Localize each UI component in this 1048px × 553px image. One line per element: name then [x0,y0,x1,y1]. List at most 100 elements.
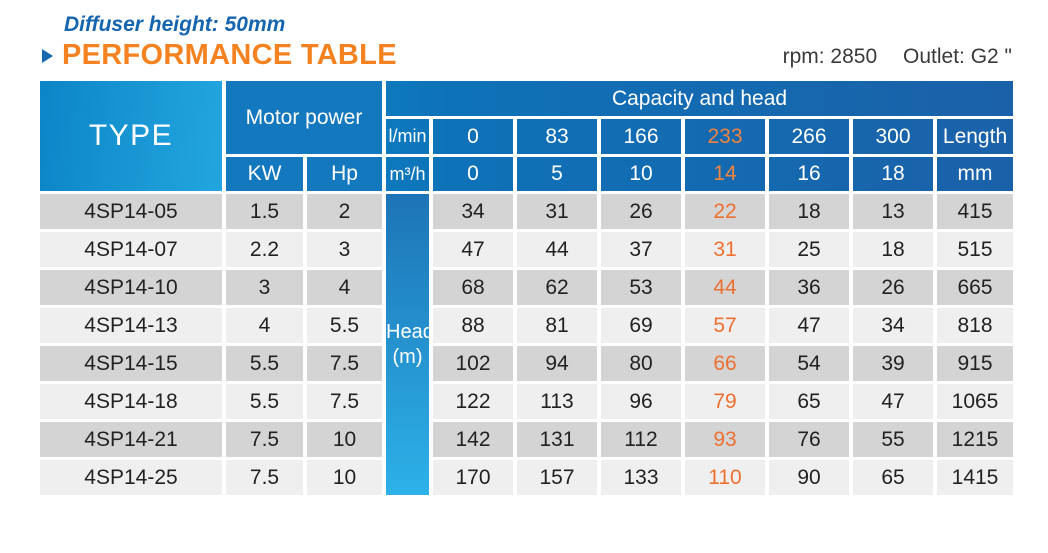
head-value-cell: 157 [517,460,601,498]
pump-type-cell: 4SP14-10 [40,270,226,308]
flow-lmin-4: 266 [769,119,853,157]
length-cell: 415 [937,194,1014,232]
head-value-cell: 13 [853,194,937,232]
flow-lmin-5: 300 [853,119,937,157]
head-value-cell: 22 [685,194,769,232]
head-value-cell: 18 [769,194,853,232]
outlet-value: Outlet: G2 " [903,44,1012,68]
flow-lmin-1: 83 [517,119,601,157]
hp-cell: 2 [307,194,386,232]
kw-cell: 4 [226,308,307,346]
length-cell: 915 [937,346,1014,384]
head-value-cell: 39 [853,346,937,384]
page-title: PERFORMANCE TABLE [62,39,397,71]
head-value-cell: 122 [433,384,517,422]
head-value-cell: 54 [769,346,853,384]
kw-cell: 5.5 [226,384,307,422]
performance-table: TYPE Motor power Capacity and head l/min… [40,81,1014,498]
head-value-cell: 37 [601,232,685,270]
hp-cell: 3 [307,232,386,270]
flow-lmin-2: 166 [601,119,685,157]
head-value-cell: 36 [769,270,853,308]
spec-line: rpm: 2850 Outlet: G2 " [783,45,1012,69]
length-cell: 515 [937,232,1014,270]
rpm-value: rpm: 2850 [782,44,878,68]
head-value-cell: 62 [517,270,601,308]
m3h-unit-label: m³/h [386,157,433,194]
flow-m3h-0: 0 [433,157,517,194]
head-value-cell: 90 [769,460,853,498]
head-value-cell: 47 [433,232,517,270]
kw-cell: 1.5 [226,194,307,232]
hp-header: Hp [307,157,386,194]
table-row: 4SP14-18 5.5 7.5 122 113 96 79 65 47 106… [40,384,1014,422]
hp-cell: 10 [307,422,386,460]
flow-m3h-5: 18 [853,157,937,194]
head-value-cell: 142 [433,422,517,460]
length-header: Length [937,119,1014,157]
flow-m3h-1: 5 [517,157,601,194]
head-value-cell: 66 [685,346,769,384]
flow-lmin-3-highlight: 233 [685,119,769,157]
head-value-cell: 88 [433,308,517,346]
head-value-cell: 26 [853,270,937,308]
capacity-and-head-header: Capacity and head [386,81,1014,119]
table-header: TYPE Motor power Capacity and head l/min… [40,81,1014,194]
head-value-cell: 18 [853,232,937,270]
head-value-cell: 65 [769,384,853,422]
head-value-cell: 113 [517,384,601,422]
head-value-cell: 94 [517,346,601,384]
type-column-header: TYPE [40,81,226,194]
head-value-cell: 69 [601,308,685,346]
head-value-cell: 80 [601,346,685,384]
head-value-cell: 170 [433,460,517,498]
table-row: 4SP14-05 1.5 2 Head (m) 34 31 26 22 18 13 … [40,194,1014,498]
table-row: 4SP14-13 4 5.5 88 81 69 57 47 34 818 [40,308,1014,346]
pump-type-cell: 4SP14-07 [40,232,226,270]
mm-header: mm [937,157,1014,194]
head-value-cell: 55 [853,422,937,460]
head-value-cell: 25 [769,232,853,270]
table-row: 4SP14-25 7.5 10 170 157 133 110 90 65 14… [40,460,1014,498]
kw-cell: 7.5 [226,422,307,460]
head-label-line: Head [386,320,433,343]
head-value-cell: 93 [685,422,769,460]
hp-cell: 10 [307,460,386,498]
length-cell: 1065 [937,384,1014,422]
head-value-cell: 96 [601,384,685,422]
length-cell: 818 [937,308,1014,346]
table-row: 4SP14-21 7.5 10 142 131 112 93 76 55 121… [40,422,1014,460]
head-value-cell: 31 [517,194,601,232]
head-value-cell: 34 [853,308,937,346]
head-value-cell: 81 [517,308,601,346]
length-cell: 665 [937,270,1014,308]
head-label-line: (m) [392,345,423,368]
flow-m3h-2: 10 [601,157,685,194]
flow-m3h-3-highlight: 14 [685,157,769,194]
kw-cell: 3 [226,270,307,308]
title-row: PERFORMANCE TABLE rpm: 2850 Outlet: G2 " [42,39,1012,72]
length-cell: 1415 [937,460,1014,498]
head-value-cell: 102 [433,346,517,384]
head-value-cell: 44 [517,232,601,270]
head-value-cell: 44 [685,270,769,308]
head-value-cell: 57 [685,308,769,346]
head-value-cell: 131 [517,422,601,460]
table-row: 4SP14-15 5.5 7.5 102 94 80 66 54 39 915 [40,346,1014,384]
flow-lmin-0: 0 [433,119,517,157]
head-value-cell: 133 [601,460,685,498]
head-value-cell: 79 [685,384,769,422]
head-value-cell: 47 [769,308,853,346]
hp-cell: 7.5 [307,384,386,422]
head-value-cell: 34 [433,194,517,232]
head-value-cell: 31 [685,232,769,270]
head-value-cell: 68 [433,270,517,308]
head-value-cell: 65 [853,460,937,498]
pump-type-cell: 4SP14-21 [40,422,226,460]
kw-header: KW [226,157,307,194]
pump-type-cell: 4SP14-15 [40,346,226,384]
diffuser-note: Diffuser height: 50mm [64,13,286,36]
table-row: 4SP14-07 2.2 3 47 44 37 31 25 18 515 [40,232,1014,270]
head-value-cell: 112 [601,422,685,460]
head-value-cell: 53 [601,270,685,308]
